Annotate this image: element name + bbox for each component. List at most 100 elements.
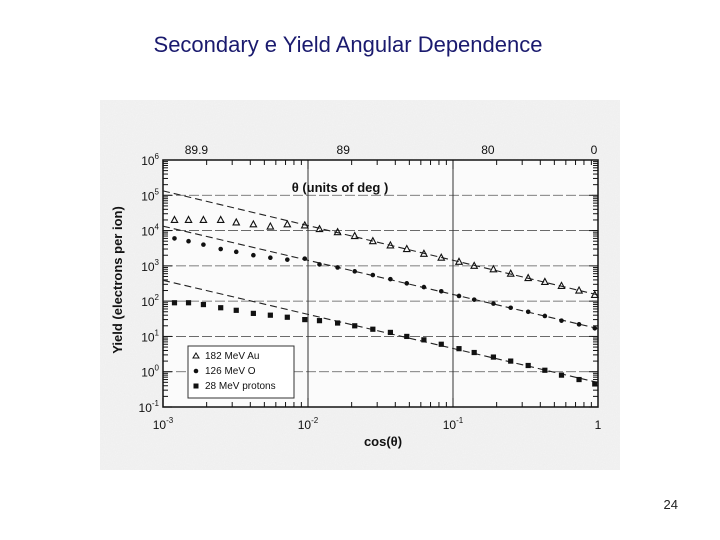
data-point-triangle <box>199 215 208 223</box>
data-point-circle <box>456 293 462 299</box>
y-tick-label: 10-1 <box>139 399 160 415</box>
fit-line-series-2 <box>162 225 599 330</box>
data-point-circle <box>491 301 496 306</box>
legend: 182 MeV Au 126 MeV O 28 MeV protons <box>187 345 295 399</box>
data-point-triangle <box>506 269 515 277</box>
data-point-circle <box>471 297 477 302</box>
legend-triangle-marker <box>192 352 200 359</box>
data-point-square <box>185 300 192 306</box>
legend-label-series-1: 182 MeV Au <box>205 351 259 362</box>
x-tick-label: 1 <box>595 418 602 432</box>
data-point-square <box>576 376 582 383</box>
data-point-triangle <box>470 261 479 269</box>
grid-lines <box>163 160 598 407</box>
data-point-triangle <box>315 224 324 233</box>
data-point-square <box>387 329 393 336</box>
x-axis-label: cos(θ) <box>364 434 402 449</box>
data-point-triangle <box>386 240 395 249</box>
data-point-square <box>370 326 376 332</box>
data-point-triangle <box>437 253 446 261</box>
data-point-circle <box>172 236 177 241</box>
top-axis-tick-label: 80 <box>481 143 495 157</box>
data-point-square <box>352 323 358 329</box>
data-point-square <box>404 333 410 340</box>
fit-line-series-3 <box>162 279 599 384</box>
data-point-square <box>171 300 178 306</box>
data-point-triangle <box>300 220 309 229</box>
y-tick-label: 106 <box>141 152 159 168</box>
yield-chart: 10-3 10-2 10-1 1 10-1 100 101 102 103 104 105 106 89… <box>100 100 620 470</box>
data-point-circle <box>251 252 256 258</box>
data-point-triangle <box>283 219 292 228</box>
data-point-square <box>316 318 323 324</box>
data-point-triangle <box>368 236 377 245</box>
data-point-circle <box>186 238 191 244</box>
data-point-circle <box>592 325 598 331</box>
legend-label-series-2: 126 MeV O <box>205 366 256 377</box>
data-point-square <box>302 316 308 323</box>
data-point-square <box>421 337 427 343</box>
data-point-square <box>233 307 239 313</box>
data-point-circle <box>542 313 548 319</box>
axes <box>162 160 598 408</box>
data-point-triangle <box>489 264 498 273</box>
legend-square-marker <box>193 383 199 389</box>
data-point-circle <box>559 318 564 323</box>
data-point-square <box>508 358 514 364</box>
y-tick-label: 101 <box>141 328 159 344</box>
x-tick-label: 10-1 <box>443 416 464 432</box>
data-point-triangle <box>419 249 429 257</box>
data-point-circle <box>508 305 514 311</box>
data-point-square <box>218 305 224 311</box>
data-point-triangle <box>184 215 193 223</box>
data-point-circle <box>233 249 239 255</box>
data-point-circle <box>317 262 322 267</box>
data-points <box>170 215 599 387</box>
data-point-triangle <box>540 277 549 285</box>
y-tick-label: 103 <box>141 258 159 274</box>
data-point-square <box>471 349 477 356</box>
y-tick-label: 100 <box>141 364 159 380</box>
x-tick-label: 10-3 <box>153 416 174 432</box>
data-point-triangle <box>350 231 359 240</box>
data-point-triangle <box>454 257 464 265</box>
data-point-square <box>438 341 444 347</box>
data-point-triangle <box>333 227 342 236</box>
data-point-circle <box>352 269 358 274</box>
data-point-square <box>490 354 497 360</box>
data-point-square <box>558 372 565 378</box>
data-point-circle <box>218 246 224 252</box>
data-point-triangle <box>524 273 533 282</box>
slide-title: Secondary e Yield Angular Dependence <box>153 32 543 57</box>
fit-line-series-1 <box>162 190 599 296</box>
y-tick-label: 104 <box>141 223 159 239</box>
data-point-triangle <box>590 290 599 298</box>
data-point-circle <box>285 257 290 262</box>
top-axis-tick-label: 0 <box>591 143 598 157</box>
data-point-triangle <box>170 215 179 223</box>
data-point-square <box>267 312 273 318</box>
data-point-triangle <box>402 244 411 253</box>
data-point-triangle <box>232 217 241 226</box>
page-number: 24 <box>663 497 678 512</box>
data-point-circle <box>525 309 531 315</box>
data-point-circle <box>201 242 206 247</box>
data-point-circle <box>335 265 340 270</box>
data-point-circle <box>576 322 582 327</box>
data-point-triangle <box>266 221 275 230</box>
data-point-square <box>592 381 598 387</box>
legend-label-series-3: 28 MeV protons <box>205 381 276 392</box>
data-point-triangle <box>249 219 258 228</box>
data-point-square <box>200 301 207 308</box>
x-tick-label: 10-2 <box>298 416 319 432</box>
data-point-square <box>250 310 256 316</box>
data-point-circle <box>421 284 427 290</box>
data-point-circle <box>404 281 410 286</box>
data-point-triangle <box>216 215 225 223</box>
data-point-circle <box>370 272 376 278</box>
data-point-square <box>525 362 531 369</box>
fit-lines <box>162 190 599 384</box>
legend-circle-marker <box>193 368 199 374</box>
y-tick-label: 102 <box>141 293 159 309</box>
data-point-circle <box>438 289 444 294</box>
